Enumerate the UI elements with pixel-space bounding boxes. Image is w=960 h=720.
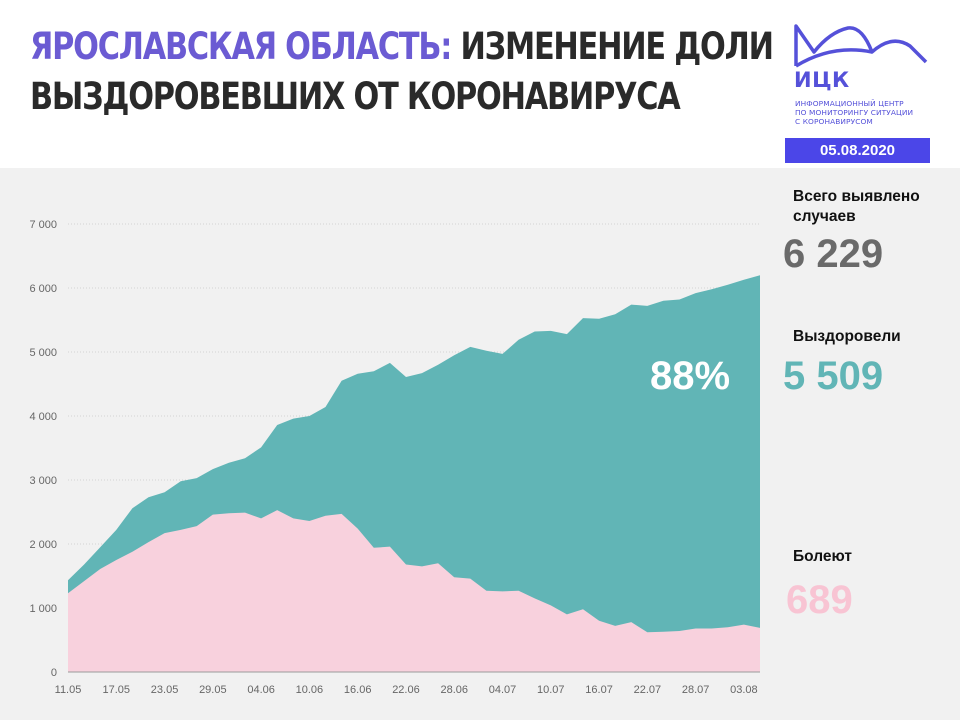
y-tick-label: 2 000: [29, 539, 57, 551]
x-tick-label: 03.08: [730, 684, 758, 696]
x-tick-label: 10.06: [296, 684, 324, 696]
title-region: ЯРОСЛАВСКАЯ ОБЛАСТЬ:: [30, 25, 452, 68]
title-line1: ИЗМЕНЕНИЕ ДОЛИ: [451, 25, 773, 68]
recovered-value: 5 509: [783, 354, 884, 398]
y-tick-label: 1 000: [29, 603, 57, 615]
x-tick-label: 22.06: [392, 684, 420, 696]
logo-name: ИЦК: [794, 68, 850, 92]
logo-mountain-icon: [794, 24, 928, 68]
x-axis-ticks: 11.05 17.05 23.05 29.05 04.06 10.06 16.06 22.06…: [55, 684, 758, 696]
y-tick-label: 5 000: [29, 347, 57, 359]
x-tick-label: 04.06: [247, 684, 275, 696]
y-tick-label: 6 000: [29, 283, 57, 295]
title-line2: ВЫЗДОРОВЕВШИХ ОТ КОРОНАВИРУСА: [30, 75, 681, 118]
header: ЯРОСЛАВСКАЯ ОБЛАСТЬ: ИЗМЕНЕНИЕ ДОЛИ ВЫЗД…: [0, 0, 960, 168]
x-tick-label: 28.07: [682, 684, 710, 696]
y-tick-label: 7 000: [29, 219, 57, 231]
sick-area: [68, 510, 760, 672]
logo-subtitle-line: ПО МОНИТОРИНГУ СИТУАЦИИ: [795, 108, 914, 118]
x-tick-label: 16.06: [344, 684, 372, 696]
y-tick-label: 0: [51, 667, 57, 679]
x-tick-label: 10.07: [537, 684, 565, 696]
x-tick-label: 28.06: [440, 684, 468, 696]
y-tick-label: 4 000: [29, 411, 57, 423]
y-axis-ticks: 0 1 000 2 000 3 000 4 000 5 000 6 000 7 000: [29, 219, 57, 679]
x-tick-label: 29.05: [199, 684, 227, 696]
recovered-label: Выздоровели: [793, 328, 901, 345]
x-tick-label: 16.07: [585, 684, 613, 696]
total-cases-value: 6 229: [783, 232, 884, 276]
logo: ИЦК ИНФОРМАЦИОННЫЙ ЦЕНТР ПО МОНИТОРИНГУ …: [792, 22, 942, 126]
sick-label: Болеют: [793, 548, 852, 565]
recovered-share: 88%: [650, 354, 731, 398]
area-chart: 0 1 000 2 000 3 000 4 000 5 000 6 000 7 000 11.…: [29, 219, 760, 696]
page-title: ЯРОСЛАВСКАЯ ОБЛАСТЬ: ИЗМЕНЕНИЕ ДОЛИ ВЫЗД…: [30, 22, 774, 122]
x-tick-label: 17.05: [103, 684, 131, 696]
y-tick-label: 3 000: [29, 475, 57, 487]
x-tick-label: 04.07: [489, 684, 517, 696]
x-tick-label: 22.07: [634, 684, 662, 696]
total-cases-label: Всего выявлено случаев: [793, 188, 920, 225]
x-tick-label: 23.05: [151, 684, 179, 696]
sick-value: 689: [786, 578, 853, 622]
x-tick-label: 11.05: [55, 684, 82, 696]
logo-subtitle: ИНФОРМАЦИОННЫЙ ЦЕНТР ПО МОНИТОРИНГУ СИТУ…: [795, 99, 945, 127]
logo-subtitle-line: С КОРОНАВИРУСОМ: [795, 117, 873, 127]
logo-subtitle-line: ИНФОРМАЦИОННЫЙ ЦЕНТР: [795, 99, 904, 108]
date-badge: 05.08.2020: [785, 138, 930, 163]
